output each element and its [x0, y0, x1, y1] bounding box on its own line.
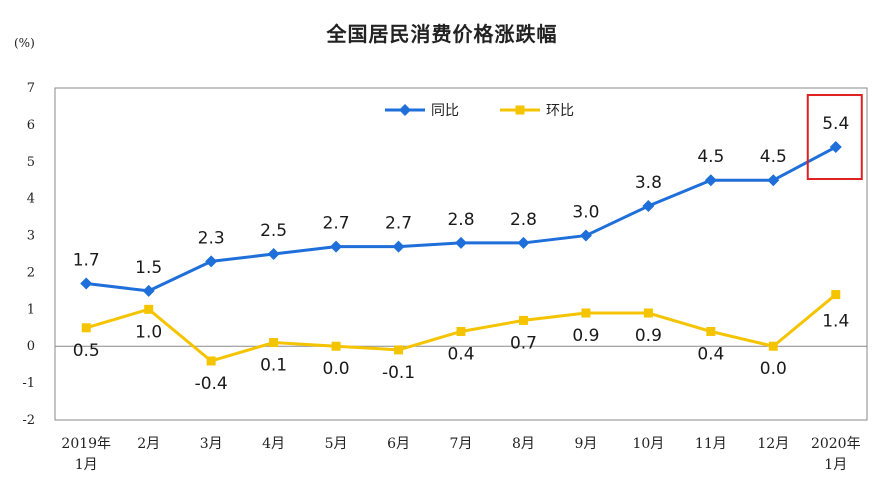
y-tick-label: 6 [27, 118, 35, 133]
data-point [144, 304, 154, 314]
data-label: -0.1 [382, 363, 415, 383]
data-point [768, 341, 778, 351]
data-point [642, 200, 655, 213]
data-label: 4.5 [760, 147, 787, 167]
data-point [331, 341, 341, 351]
x-tick-label: 1月 [75, 457, 98, 473]
x-tick-label: 8月 [512, 436, 535, 452]
data-point [456, 326, 466, 336]
y-tick-label: 3 [27, 229, 35, 244]
data-point [81, 323, 91, 333]
data-label: 0.4 [447, 344, 474, 364]
data-label: 1.0 [135, 322, 162, 342]
y-tick-label: 0 [27, 339, 35, 354]
data-point [643, 308, 653, 318]
data-label: 2.8 [510, 210, 537, 230]
data-label: 0.9 [635, 326, 662, 346]
data-point [206, 356, 216, 366]
data-point [517, 236, 530, 249]
data-label: -0.4 [195, 374, 228, 394]
data-label: 0.7 [510, 333, 537, 353]
data-label: 2.7 [323, 214, 350, 234]
data-label: 0.0 [323, 359, 350, 379]
data-point [455, 236, 467, 249]
data-point [269, 338, 279, 348]
data-label: 2.7 [385, 214, 412, 234]
data-point [267, 248, 280, 260]
chart-title: 全国居民消费价格涨跌幅 [326, 22, 558, 46]
y-axis-unit: (%) [14, 36, 35, 50]
legend-marker [399, 104, 411, 116]
data-point [392, 240, 405, 253]
x-tick-label: 2019年 [61, 436, 111, 452]
data-point [142, 284, 155, 297]
data-point [829, 141, 842, 154]
data-label: 3.8 [635, 173, 662, 193]
data-point [831, 290, 841, 300]
highlight-box [806, 94, 863, 181]
data-label: 4.5 [697, 147, 724, 167]
y-tick-label: 7 [27, 81, 35, 96]
x-tick-label: 4月 [262, 436, 285, 452]
data-label: 5.4 [822, 114, 849, 134]
data-point [704, 174, 717, 187]
x-tick-label: 12月 [757, 436, 789, 452]
data-point [706, 326, 716, 336]
data-point [518, 315, 528, 325]
data-point [80, 277, 93, 290]
x-tick-label: 7月 [450, 436, 473, 452]
data-label: 0.5 [73, 341, 100, 361]
data-point [579, 229, 592, 242]
x-tick-label: 5月 [325, 436, 348, 452]
x-tick-label: 9月 [574, 436, 597, 452]
x-tick-label: 2月 [137, 436, 160, 452]
data-label: 0.4 [697, 344, 724, 364]
data-label: 1.7 [73, 251, 100, 271]
x-tick-label: 3月 [200, 436, 223, 452]
data-point [581, 308, 591, 318]
y-tick-label: 1 [27, 302, 35, 317]
data-label: 0.0 [760, 359, 787, 379]
x-tick-label: 2020年 [811, 436, 861, 452]
y-tick-label: -1 [22, 376, 35, 391]
y-tick-label: 2 [27, 265, 35, 280]
data-label: 3.0 [572, 203, 599, 223]
data-label: 1.5 [135, 258, 162, 278]
y-tick-label: 4 [27, 192, 35, 207]
data-point [767, 174, 780, 187]
data-label: 0.1 [260, 356, 287, 376]
data-label: 2.8 [447, 210, 474, 230]
legend-marker [515, 105, 525, 115]
data-label: 0.9 [572, 326, 599, 346]
data-point [394, 345, 404, 355]
x-tick-label: 1月 [824, 457, 847, 473]
data-label: 2.3 [198, 228, 225, 248]
x-tick-label: 11月 [695, 436, 727, 452]
legend-label: 环比 [546, 103, 574, 119]
legend-label: 同比 [431, 103, 459, 119]
data-point [330, 240, 343, 253]
x-tick-label: 6月 [387, 436, 410, 452]
data-label: 2.5 [260, 221, 287, 241]
plot-area [54, 87, 868, 421]
data-label: 1.4 [822, 312, 849, 332]
y-tick-label: -2 [22, 413, 35, 428]
data-point [205, 255, 218, 268]
x-tick-label: 10月 [632, 436, 664, 452]
y-tick-label: 5 [27, 155, 35, 170]
